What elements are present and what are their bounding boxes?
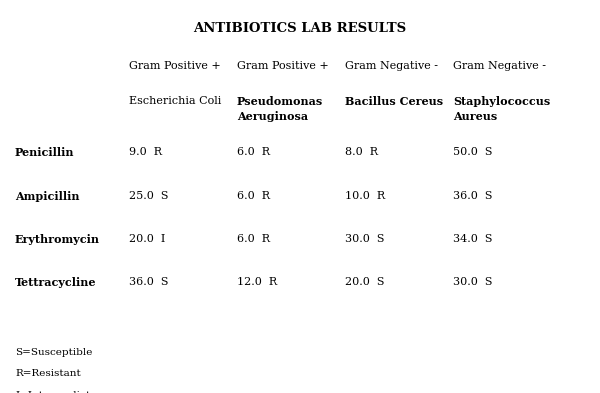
- Text: Gram Positive +: Gram Positive +: [237, 61, 329, 71]
- Text: Tettracycline: Tettracycline: [15, 277, 97, 288]
- Text: 36.0  S: 36.0 S: [129, 277, 169, 287]
- Text: S=Susceptible: S=Susceptible: [15, 348, 92, 357]
- Text: 34.0  S: 34.0 S: [453, 234, 493, 244]
- Text: Staphylococcus
Aureus: Staphylococcus Aureus: [453, 96, 550, 122]
- Text: Erythromycin: Erythromycin: [15, 234, 100, 245]
- Text: I=Intermediate: I=Intermediate: [15, 391, 97, 393]
- Text: R=Resistant: R=Resistant: [15, 369, 81, 378]
- Text: Penicillin: Penicillin: [15, 147, 74, 158]
- Text: 50.0  S: 50.0 S: [453, 147, 493, 157]
- Text: 30.0  S: 30.0 S: [345, 234, 385, 244]
- Text: Escherichia Coli: Escherichia Coli: [129, 96, 221, 106]
- Text: Pseudomonas
Aeruginosa: Pseudomonas Aeruginosa: [237, 96, 323, 122]
- Text: Gram Negative -: Gram Negative -: [453, 61, 546, 71]
- Text: 20.0  I: 20.0 I: [129, 234, 166, 244]
- Text: 12.0  R: 12.0 R: [237, 277, 277, 287]
- Text: 20.0  S: 20.0 S: [345, 277, 385, 287]
- Text: 8.0  R: 8.0 R: [345, 147, 378, 157]
- Text: 6.0  R: 6.0 R: [237, 234, 270, 244]
- Text: 25.0  S: 25.0 S: [129, 191, 169, 200]
- Text: 6.0  R: 6.0 R: [237, 147, 270, 157]
- Text: Bacillus Cereus: Bacillus Cereus: [345, 96, 443, 107]
- Text: Gram Negative -: Gram Negative -: [345, 61, 438, 71]
- Text: Gram Positive +: Gram Positive +: [129, 61, 221, 71]
- Text: Ampicillin: Ampicillin: [15, 191, 79, 202]
- Text: 6.0  R: 6.0 R: [237, 191, 270, 200]
- Text: 10.0  R: 10.0 R: [345, 191, 385, 200]
- Text: 30.0  S: 30.0 S: [453, 277, 493, 287]
- Text: 9.0  R: 9.0 R: [129, 147, 162, 157]
- Text: 36.0  S: 36.0 S: [453, 191, 493, 200]
- Text: ANTIBIOTICS LAB RESULTS: ANTIBIOTICS LAB RESULTS: [193, 22, 407, 35]
